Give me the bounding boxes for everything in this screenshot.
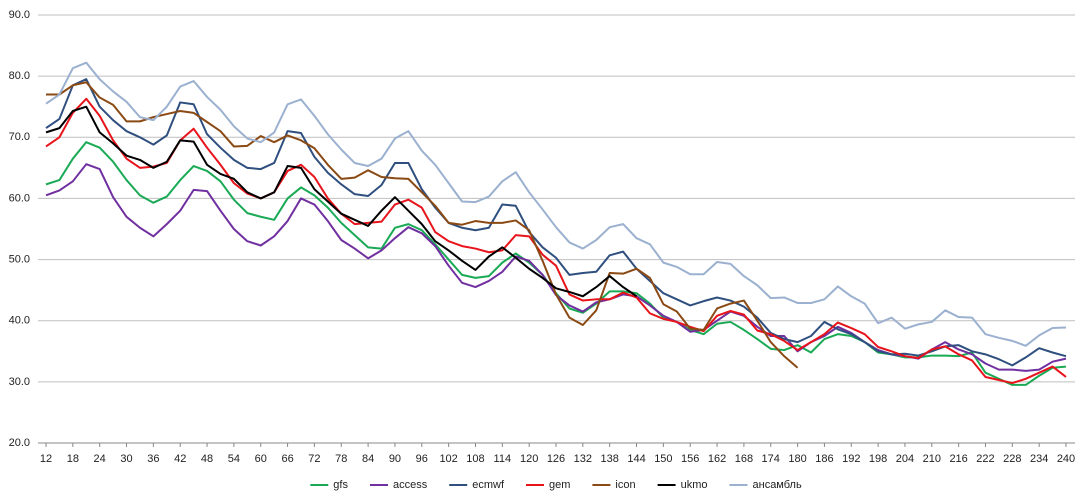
- x-tick-label: 144: [627, 453, 645, 465]
- x-tick-label: 54: [228, 453, 240, 465]
- x-tick-label: 228: [1003, 453, 1021, 465]
- legend-label: access: [393, 479, 428, 491]
- x-tick-label: 204: [896, 453, 914, 465]
- y-tick-label: 70.0: [9, 131, 30, 143]
- legend-label: icon: [615, 479, 635, 491]
- x-tick-label: 126: [547, 453, 565, 465]
- y-tick-label: 90.0: [9, 9, 30, 21]
- x-tick-label: 132: [574, 453, 592, 465]
- y-tick-label: 60.0: [9, 192, 30, 204]
- y-tick-label: 20.0: [9, 437, 30, 449]
- x-tick-label: 60: [255, 453, 267, 465]
- series-line: [45, 105, 638, 298]
- legend-label: gem: [549, 479, 570, 491]
- y-tick-label: 30.0: [9, 376, 30, 388]
- x-tick-label: 180: [788, 453, 806, 465]
- series-line: [46, 81, 799, 369]
- x-tick-label: 240: [1057, 453, 1075, 465]
- x-tick-label: 36: [147, 453, 159, 465]
- x-tick-label: 234: [1030, 453, 1048, 465]
- x-tick-label: 66: [281, 453, 293, 465]
- x-tick-label: 138: [601, 453, 619, 465]
- x-tick-label: 216: [949, 453, 967, 465]
- x-tick-label: 78: [335, 453, 347, 465]
- x-tick-label: 162: [708, 453, 726, 465]
- x-tick-label: 168: [735, 453, 753, 465]
- x-tick-label: 48: [201, 453, 213, 465]
- series-line: [45, 78, 1067, 367]
- x-tick-label: 156: [681, 453, 699, 465]
- x-tick-label: 30: [120, 453, 132, 465]
- x-tick-label: 150: [654, 453, 672, 465]
- x-tick-label: 192: [842, 453, 860, 465]
- y-tick-label: 40.0: [9, 315, 30, 327]
- legend-label: ecmwf: [472, 479, 505, 491]
- x-tick-label: 42: [174, 453, 186, 465]
- x-tick-label: 18: [67, 453, 79, 465]
- x-tick-label: 210: [923, 453, 941, 465]
- x-tick-label: 96: [416, 453, 428, 465]
- series-line: [45, 61, 1067, 347]
- x-tick-label: 222: [976, 453, 994, 465]
- x-tick-label: 114: [494, 453, 512, 465]
- legend-label: ансамбль: [753, 479, 802, 491]
- series-line: [45, 141, 1067, 386]
- legend-label: ukmo: [681, 479, 708, 491]
- series-line: [45, 97, 1067, 385]
- x-tick-label: 186: [815, 453, 833, 465]
- x-tick-label: 120: [520, 453, 538, 465]
- x-tick-label: 72: [308, 453, 320, 465]
- x-tick-label: 102: [439, 453, 457, 465]
- x-tick-label: 174: [762, 453, 780, 465]
- x-tick-label: 90: [389, 453, 401, 465]
- x-tick-label: 84: [362, 453, 374, 465]
- y-tick-label: 80.0: [9, 70, 30, 82]
- x-tick-label: 12: [40, 453, 52, 465]
- x-tick-label: 24: [94, 453, 106, 465]
- x-tick-label: 108: [466, 453, 484, 465]
- x-tick-label: 198: [869, 453, 887, 465]
- legend-label: gfs: [333, 479, 348, 491]
- y-tick-label: 50.0: [9, 253, 30, 265]
